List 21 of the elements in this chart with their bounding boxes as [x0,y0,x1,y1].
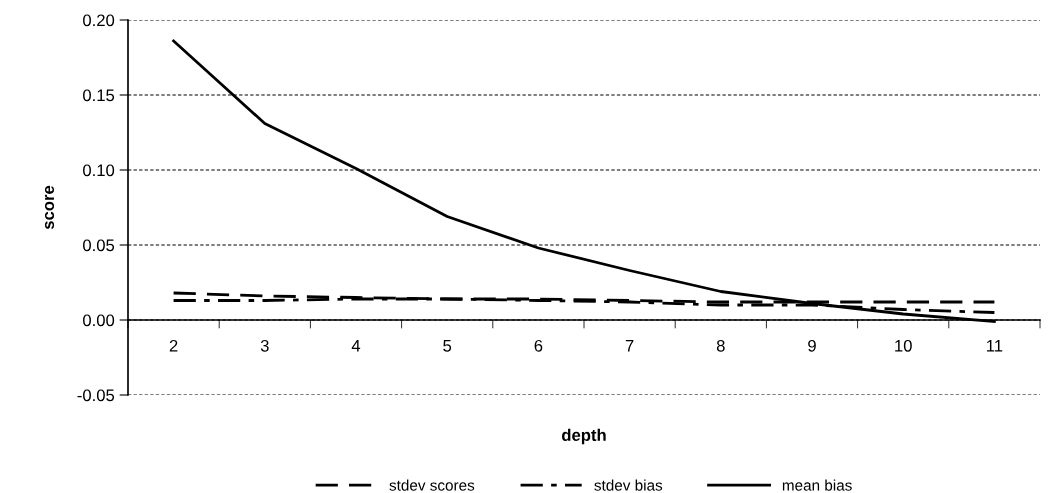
y-tick-label: 0.15 [83,89,115,102]
y-tick-label: 0.00 [83,314,115,327]
y-tick-label: 0.10 [83,164,115,177]
x-tick-label: 5 [443,340,452,352]
legend-label: stdev bias [594,479,663,491]
x-tick-label: 6 [534,339,543,352]
y-tick-label: 0.05 [83,239,115,252]
x-tick-label: 8 [716,339,725,352]
x-axis-title: depth [562,428,606,445]
x-tick-label: 3 [260,339,269,352]
x-tick-label: 9 [808,339,816,352]
x-tick-label: 7 [625,340,634,352]
legend-label: mean bias [782,479,852,491]
x-tick-label: 10 [895,339,912,352]
y-tick-label: 0.20 [83,14,115,27]
legend-label: stdev scores [389,479,475,491]
x-tick-label: 2 [169,339,178,352]
x-tick-label: 11 [987,340,1003,352]
y-axis-title: score [44,185,55,230]
y-tick-label: -0.05 [77,389,115,402]
x-tick-label: 4 [351,340,361,352]
